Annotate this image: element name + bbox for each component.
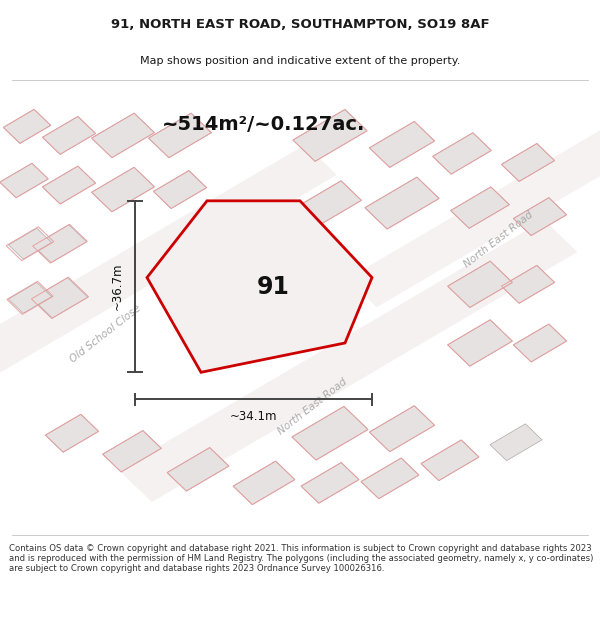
- Polygon shape: [43, 116, 95, 154]
- Polygon shape: [147, 201, 372, 372]
- Polygon shape: [103, 431, 161, 472]
- Polygon shape: [421, 440, 479, 481]
- Polygon shape: [34, 225, 86, 262]
- Polygon shape: [361, 458, 419, 499]
- Polygon shape: [43, 166, 95, 204]
- Polygon shape: [154, 171, 206, 209]
- Polygon shape: [502, 144, 554, 181]
- Polygon shape: [92, 168, 154, 212]
- Polygon shape: [448, 261, 512, 308]
- Text: 91, NORTH EAST ROAD, SOUTHAMPTON, SO19 8AF: 91, NORTH EAST ROAD, SOUTHAMPTON, SO19 8…: [110, 18, 490, 31]
- Polygon shape: [149, 113, 211, 158]
- Text: Contains OS data © Crown copyright and database right 2021. This information is : Contains OS data © Crown copyright and d…: [9, 544, 593, 573]
- Polygon shape: [4, 109, 50, 143]
- Polygon shape: [370, 121, 434, 168]
- Polygon shape: [301, 462, 359, 503]
- Text: ~36.7m: ~36.7m: [110, 263, 124, 311]
- Polygon shape: [8, 228, 52, 259]
- Polygon shape: [448, 320, 512, 366]
- Polygon shape: [514, 324, 566, 362]
- Text: ~34.1m: ~34.1m: [230, 410, 277, 423]
- Polygon shape: [299, 181, 361, 226]
- Polygon shape: [0, 163, 48, 198]
- Text: Old School Close: Old School Close: [68, 303, 142, 364]
- Text: Map shows position and indicative extent of the property.: Map shows position and indicative extent…: [140, 56, 460, 66]
- Polygon shape: [92, 113, 154, 158]
- Polygon shape: [167, 448, 229, 491]
- Polygon shape: [233, 461, 295, 504]
- Text: North East Road: North East Road: [275, 376, 349, 436]
- Polygon shape: [490, 424, 542, 461]
- Polygon shape: [433, 132, 491, 174]
- Polygon shape: [514, 198, 566, 236]
- Polygon shape: [46, 414, 98, 452]
- Polygon shape: [0, 144, 337, 397]
- Polygon shape: [32, 278, 88, 318]
- Polygon shape: [119, 220, 577, 502]
- Polygon shape: [451, 187, 509, 228]
- Text: ~514m²/~0.127ac.: ~514m²/~0.127ac.: [163, 114, 365, 134]
- Text: North East Road: North East Road: [461, 209, 535, 269]
- Polygon shape: [365, 177, 439, 229]
- Polygon shape: [293, 109, 367, 161]
- Polygon shape: [370, 406, 434, 452]
- Polygon shape: [347, 126, 600, 308]
- Polygon shape: [292, 406, 368, 460]
- Text: 91: 91: [257, 274, 289, 299]
- Polygon shape: [8, 282, 52, 313]
- Polygon shape: [502, 266, 554, 303]
